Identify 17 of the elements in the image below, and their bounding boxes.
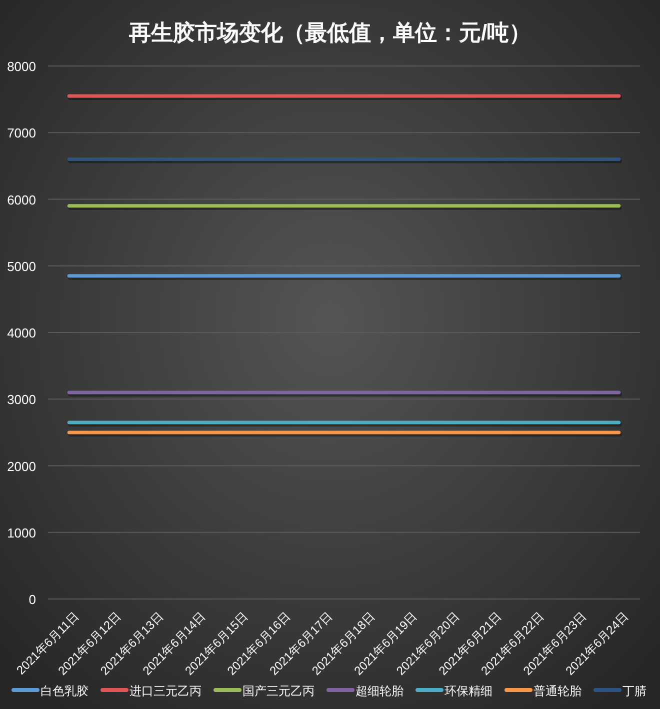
y-tick-label: 7000: [7, 126, 36, 141]
y-tick-label: 3000: [7, 392, 36, 408]
chart-title: 再生胶市场变化（最低值，单位：元/吨）: [128, 20, 532, 45]
legend-label: 丁腈: [622, 684, 646, 698]
y-tick-label: 1000: [7, 525, 36, 540]
y-tick-label: 4000: [7, 326, 36, 340]
y-tick-label: 5000: [7, 258, 36, 274]
y-tick-label: 2000: [7, 458, 36, 474]
legend-label: 环保精细: [444, 684, 492, 698]
y-tick-label: 6000: [7, 192, 36, 208]
legend-label: 白色乳胶: [40, 684, 88, 698]
legend-label: 超细轮胎: [356, 684, 404, 698]
legend-label: 进口三元乙丙: [130, 684, 202, 698]
legend-label: 国产三元乙丙: [242, 684, 314, 698]
legend-label: 普通轮胎: [534, 684, 582, 698]
y-tick-label: 8000: [7, 59, 36, 74]
y-tick-label: 0: [28, 592, 36, 607]
